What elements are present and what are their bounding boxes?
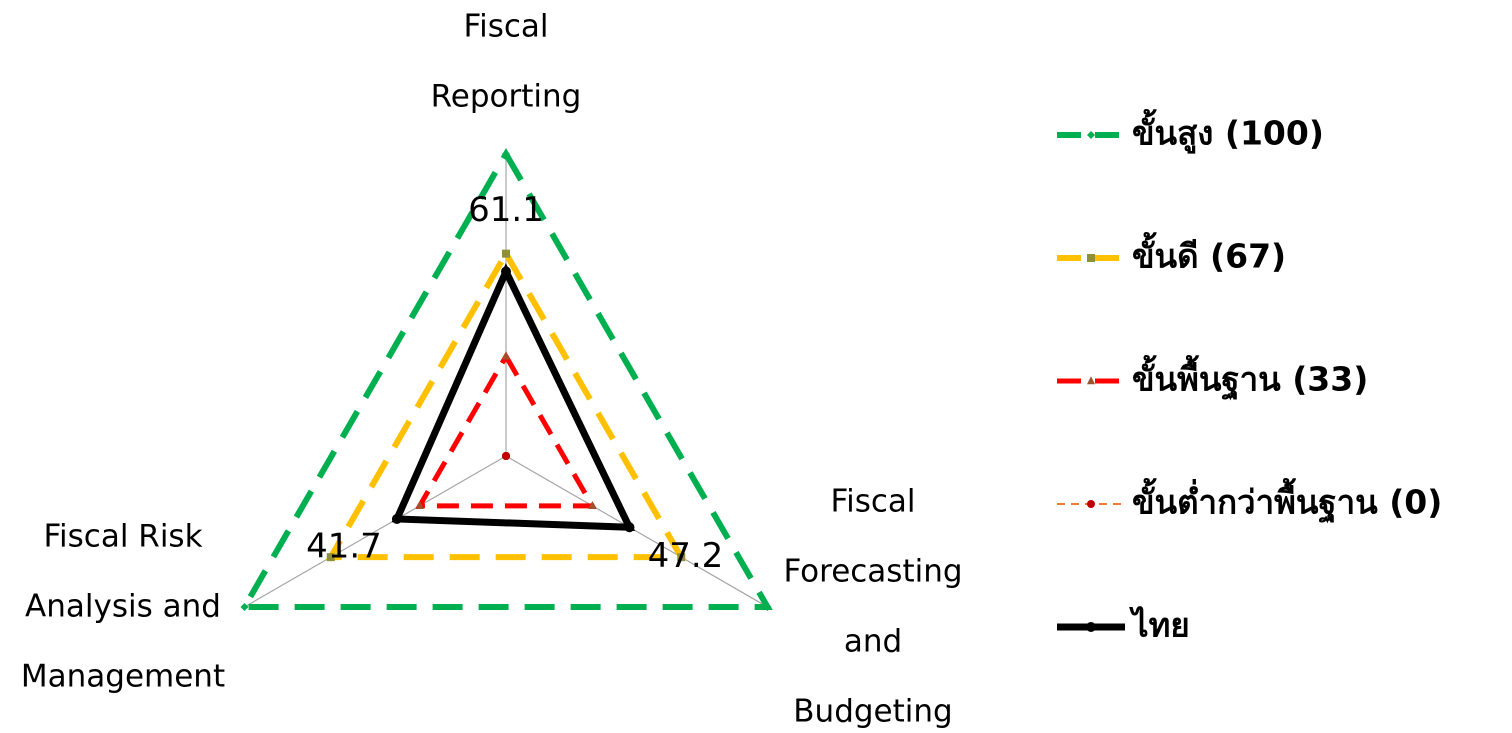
axis-label: Fiscal Risk xyxy=(43,519,202,555)
series-line xyxy=(239,148,773,610)
point-marker xyxy=(415,501,424,510)
point-marker xyxy=(763,603,772,611)
legend-marker xyxy=(1087,376,1095,385)
axis-label: Analysis and xyxy=(25,589,221,625)
legend-label: ขั้นดี (67) xyxy=(1132,232,1286,276)
legend-marker xyxy=(1087,131,1095,139)
legend-label: ขั้นพื้นฐาน (33) xyxy=(1132,355,1368,401)
legend-marker xyxy=(1086,622,1096,632)
point-marker xyxy=(502,249,510,258)
point-marker xyxy=(502,351,510,360)
point-marker xyxy=(677,553,686,562)
axis-label: and xyxy=(844,624,902,660)
axis-label: Forecasting xyxy=(783,554,962,590)
axis-spoke xyxy=(505,455,768,608)
point-marker xyxy=(240,603,249,611)
series-line xyxy=(415,351,597,509)
point-marker xyxy=(502,452,510,460)
point-marker xyxy=(588,501,597,510)
legend-marker xyxy=(1087,254,1095,262)
legend-label: ขั้นต่ำกว่าพื้นฐาน (0) xyxy=(1132,478,1442,524)
point-marker xyxy=(391,513,402,524)
data-label: 61.1 xyxy=(468,190,544,230)
data-label: 47.2 xyxy=(648,536,724,576)
series-line xyxy=(391,263,636,531)
legend-label: ไทย xyxy=(1129,606,1190,645)
point-marker xyxy=(501,266,511,277)
point-marker xyxy=(326,553,335,562)
axis-label: Fiscal xyxy=(831,484,916,520)
axis-label: Budgeting xyxy=(793,694,952,730)
data-label: 41.7 xyxy=(306,526,382,566)
series-line xyxy=(325,247,687,561)
legend-marker xyxy=(1087,500,1095,508)
axis-spoke xyxy=(244,455,507,608)
axis-label: Reporting xyxy=(431,79,582,115)
axis-label: Management xyxy=(21,659,225,695)
legend-label: ขั้นสูง (100) xyxy=(1132,109,1324,155)
point-marker xyxy=(502,150,510,158)
point-marker xyxy=(624,522,635,533)
axis-label: Fiscal xyxy=(464,9,549,45)
